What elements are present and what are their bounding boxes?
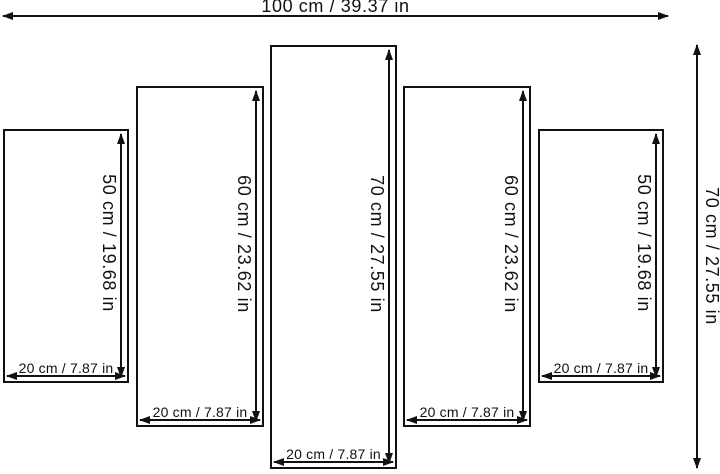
panel-3: 70 cm / 27.55 in 20 cm / 7.87 in <box>270 45 397 469</box>
arrowhead-up <box>693 44 701 55</box>
arrowhead-left <box>273 458 284 466</box>
arrowhead-right <box>517 416 528 424</box>
panel-3-height-arrow <box>385 49 393 464</box>
panel-2-width-label: 20 cm / 7.87 in <box>152 404 248 420</box>
panel-5-width-arrow <box>541 372 661 380</box>
panel-2: 60 cm / 23.62 in 20 cm / 7.87 in <box>136 86 264 427</box>
arrowhead-left <box>6 372 17 380</box>
panel-2-width-arrow <box>139 416 261 424</box>
panel-1-height-label: 50 cm / 19.68 in <box>99 174 119 312</box>
arrowhead-right <box>383 458 394 466</box>
panel-4-height-arrow <box>519 90 527 422</box>
panel-3-width-arrow <box>273 458 394 466</box>
panel-5: 50 cm / 19.68 in 20 cm / 7.87 in <box>538 129 664 383</box>
panel-3-width-label: 20 cm / 7.87 in <box>286 446 381 462</box>
arrowhead-left <box>2 12 13 20</box>
total-width-arrow <box>2 12 669 20</box>
arrowhead-right <box>650 372 661 380</box>
arrowhead-up <box>117 133 125 144</box>
panel-4-height-label: 60 cm / 23.62 in <box>501 174 521 313</box>
total-width-label: 100 cm / 39.37 in <box>261 0 410 16</box>
panel-2-height-arrow <box>252 90 260 422</box>
panel-5-width-label: 20 cm / 7.87 in <box>553 360 649 376</box>
panel-1-height-arrow <box>117 133 125 378</box>
panel-4-width-arrow <box>406 416 528 424</box>
arrowhead-up <box>519 90 527 101</box>
arrowhead-up <box>385 49 393 60</box>
panel-4: 60 cm / 23.62 in 20 cm / 7.87 in <box>403 86 531 427</box>
arrowhead-up <box>652 133 660 144</box>
arrowhead-right <box>115 372 126 380</box>
panel-5-height-label: 50 cm / 19.68 in <box>634 174 654 312</box>
panel-4-width-label: 20 cm / 7.87 in <box>419 404 515 420</box>
arrowhead-left <box>139 416 150 424</box>
arrowhead-left <box>406 416 417 424</box>
total-height-label: 70 cm / 27.55 in <box>702 187 720 325</box>
panel-1-width-arrow <box>6 372 126 380</box>
arrowhead-left <box>541 372 552 380</box>
panel-1: 50 cm / 19.68 in 20 cm / 7.87 in <box>3 129 129 383</box>
arrowhead-down <box>693 458 701 469</box>
panel-2-height-label: 60 cm / 23.62 in <box>234 174 254 313</box>
arrowhead-up <box>252 90 260 101</box>
panel-5-height-arrow <box>652 133 660 378</box>
total-height-arrow <box>693 44 701 469</box>
arrowhead-right <box>250 416 261 424</box>
arrowhead-right <box>658 12 669 20</box>
panel-1-width-label: 20 cm / 7.87 in <box>18 360 114 376</box>
panel-3-height-label: 70 cm / 27.55 in <box>367 175 387 313</box>
